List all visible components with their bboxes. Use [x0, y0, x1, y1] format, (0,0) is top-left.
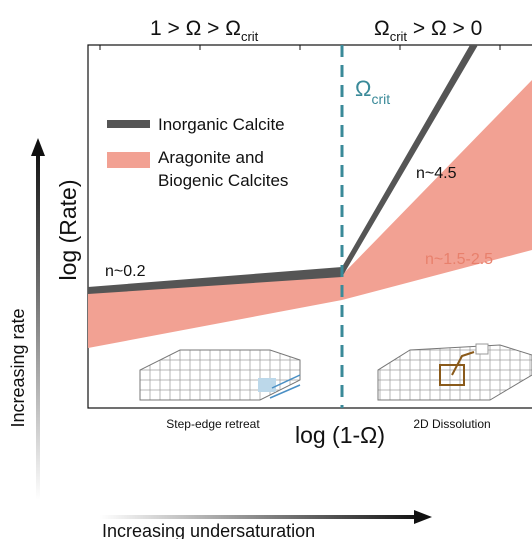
legend-label: Aragonite and [158, 148, 264, 167]
legend-label: Biogenic Calcites [158, 171, 288, 190]
x-arrow-head [414, 510, 432, 524]
biogenic-band [88, 80, 532, 348]
inset-label: Step-edge retreat [166, 417, 260, 431]
y-axis-label: log (Rate) [55, 180, 81, 281]
inorganic-band [88, 45, 478, 294]
legend-swatch [107, 120, 150, 128]
y-arrow [36, 150, 40, 500]
threshold-label: Ωcrit [355, 76, 390, 107]
inset-2d: 2D Dissolution [377, 343, 532, 431]
inset-step-edge: Step-edge retreat [139, 349, 301, 431]
annotation: n~0.2 [105, 263, 146, 280]
y-arrow-label: Increasing rate [8, 308, 28, 427]
x-arrow-label: Increasing undersaturation [102, 521, 315, 539]
header-left: 1 > Ω > Ωcrit [150, 17, 259, 44]
header-right: Ωcrit > Ω > 0 [374, 17, 482, 44]
legend-swatch [107, 152, 150, 168]
x-arrow [100, 515, 420, 519]
y-arrow-head [31, 138, 45, 156]
x-axis-label: log (1-Ω) [295, 422, 385, 448]
annotation: n~4.5 [416, 165, 457, 182]
plot-frame [87, 44, 532, 409]
inset-label: 2D Dissolution [413, 417, 490, 431]
legend-label: Inorganic Calcite [158, 115, 285, 134]
annotation: n~1.5-2.5 [425, 251, 493, 268]
top-ticks [99, 45, 501, 50]
